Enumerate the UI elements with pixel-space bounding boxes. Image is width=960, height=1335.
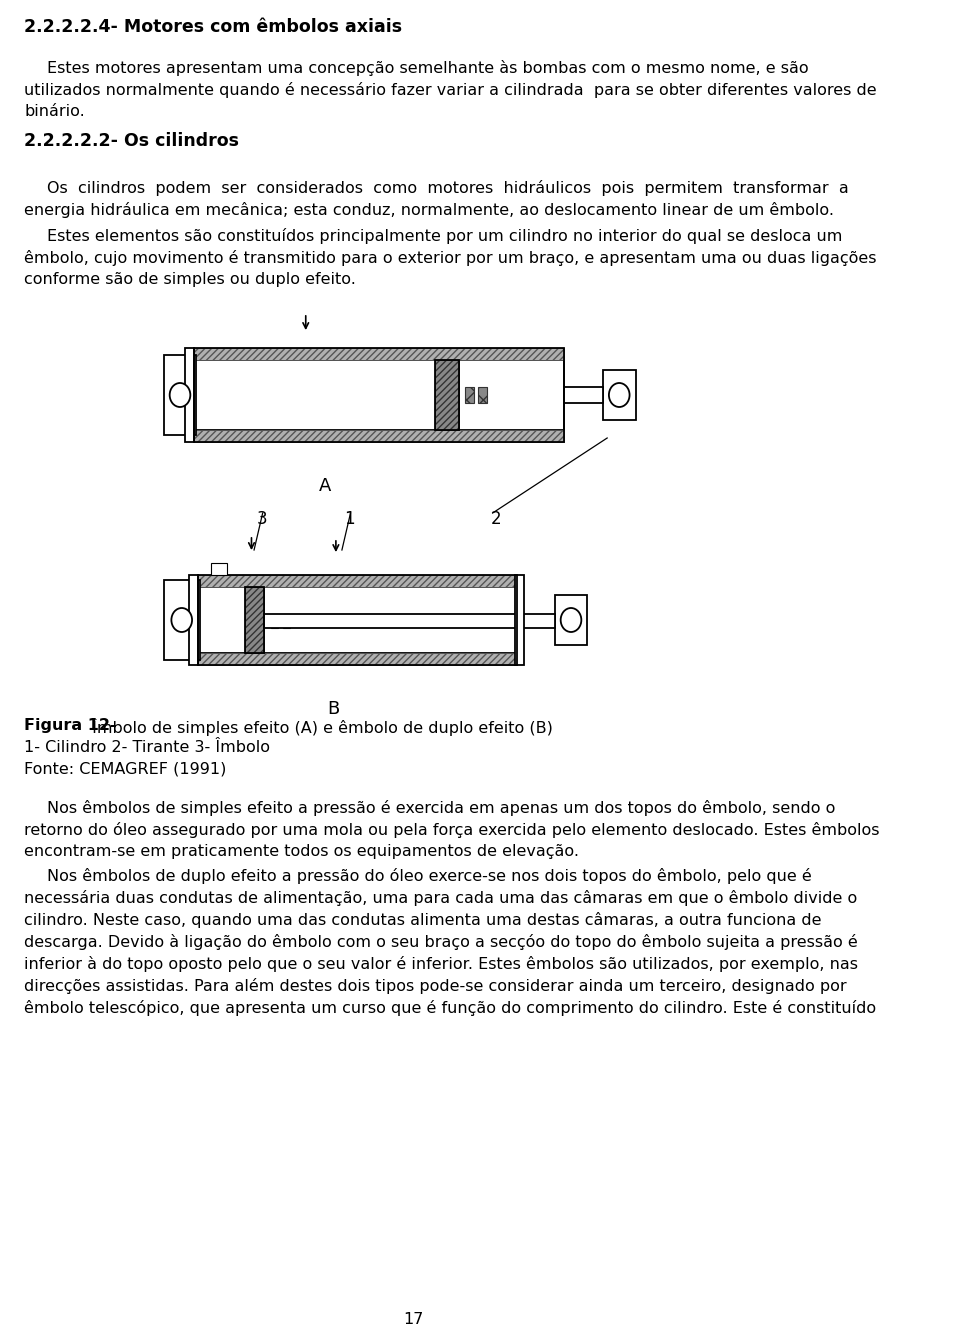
Text: 2.2.2.2.2- Os cilindros: 2.2.2.2.2- Os cilindros [24,132,239,150]
Text: Nos êmbolos de simples efeito a pressão é exercida em apenas um dos topos do êmb: Nos êmbolos de simples efeito a pressão … [47,800,836,816]
Text: Îmbolo de simples efeito (A) e êmbolo de duplo efeito (B): Îmbolo de simples efeito (A) e êmbolo de… [87,718,553,736]
Bar [198,587,516,653]
Bar [435,360,459,430]
Circle shape [561,607,582,631]
Bar [194,348,564,442]
Bar [465,387,473,403]
Text: cilindro. Neste caso, quando uma das condutas alimenta uma destas câmaras, a out: cilindro. Neste caso, quando uma das con… [24,912,822,928]
Text: descarga. Devido à ligação do êmbolo com o seu braço a secçóo do topo do êmbolo : descarga. Devido à ligação do êmbolo com… [24,934,858,951]
Text: 2: 2 [491,510,501,529]
Text: êmbolo, cujo movimento é transmitido para o exterior por um braço, e apresentam : êmbolo, cujo movimento é transmitido par… [24,250,876,266]
Text: B: B [327,700,340,718]
Text: binário.: binário. [24,104,84,119]
Bar [564,387,603,403]
Bar [272,614,278,627]
Bar [198,575,516,665]
Text: Estes motores apresentam uma concepção semelhante às bombas com o mesmo nome, e : Estes motores apresentam uma concepção s… [47,60,809,76]
Bar [194,348,564,360]
Text: encontram-se em praticamente todos os equipamentos de elevação.: encontram-se em praticamente todos os eq… [24,844,579,858]
Bar [194,360,564,430]
Bar [163,355,197,435]
Bar [246,587,264,653]
Text: êmbolo telescópico, que apresenta um curso que é função do comprimento do cilind: êmbolo telescópico, que apresenta um cur… [24,1000,876,1016]
Text: 3: 3 [256,510,267,529]
Bar [185,348,194,442]
Circle shape [172,607,192,631]
Text: Estes elementos são constituídos principalmente por um cilindro no interior do q: Estes elementos são constituídos princip… [47,228,843,244]
Bar [555,595,588,645]
Bar [246,587,264,653]
Text: A: A [319,477,331,495]
Bar [194,430,564,442]
Bar [283,614,290,627]
Bar [478,387,487,403]
Text: Os  cilindros  podem  ser  considerados  como  motores  hidráulicos  pois  permi: Os cilindros podem ser considerados como… [47,180,849,196]
Bar [163,579,200,659]
Text: conforme são de simples ou duplo efeito.: conforme são de simples ou duplo efeito. [24,272,356,287]
Bar [515,575,523,665]
Text: 1: 1 [345,510,355,529]
Text: energia hidráulica em mecânica; esta conduz, normalmente, ao deslocamento linear: energia hidráulica em mecânica; esta con… [24,202,834,218]
Circle shape [609,383,630,407]
Text: utilizados normalmente quando é necessário fazer variar a cilindrada  para se ob: utilizados normalmente quando é necessár… [24,81,876,97]
Bar [211,563,227,575]
Text: direcções assistidas. Para além destes dois tipos pode-se considerar ainda um te: direcções assistidas. Para além destes d… [24,979,847,995]
Circle shape [170,383,190,407]
Bar [435,360,459,430]
Bar [198,653,516,665]
Text: 17: 17 [403,1312,423,1327]
Text: Nos êmbolos de duplo efeito a pressão do óleo exerce-se nos dois topos do êmbolo: Nos êmbolos de duplo efeito a pressão do… [47,868,812,884]
Text: retorno do óleo assegurado por uma mola ou pela força exercida pelo elemento des: retorno do óleo assegurado por uma mola … [24,822,879,838]
Text: 1- Cilindro 2- Tirante 3- Îmbolo: 1- Cilindro 2- Tirante 3- Îmbolo [24,740,270,756]
Bar [189,575,198,665]
Text: inferior à do topo oposto pelo que o seu valor é inferior. Estes êmbolos são uti: inferior à do topo oposto pelo que o seu… [24,956,858,972]
Text: Fonte: CEMAGREF (1991): Fonte: CEMAGREF (1991) [24,762,227,777]
Text: 2.2.2.2.4- Motores com êmbolos axiais: 2.2.2.2.4- Motores com êmbolos axiais [24,17,402,36]
Bar [198,575,516,587]
Bar [603,370,636,421]
Text: Figura 12-: Figura 12- [24,718,117,733]
Bar [264,614,555,627]
Text: necessária duas condutas de alimentação, uma para cada uma das câmaras em que o : necessária duas condutas de alimentação,… [24,890,857,906]
